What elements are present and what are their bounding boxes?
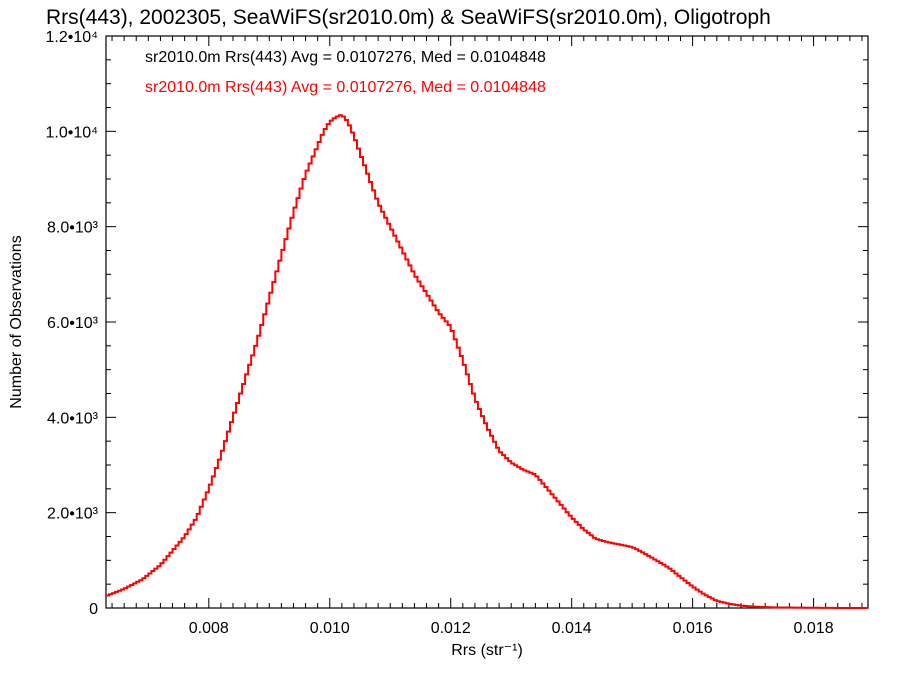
- plot-frame: [105, 35, 869, 609]
- y-tick-label: 4.0•10³: [47, 410, 99, 427]
- x-axis-label: Rrs (str⁻¹): [451, 642, 523, 659]
- legend-entry-black: sr2010.0m Rrs(443) Avg = 0.0107276, Med …: [145, 49, 546, 66]
- y-tick-label: 6.0•10³: [47, 315, 99, 332]
- y-tick-label: 0: [89, 601, 98, 618]
- x-axis: 0.008 0.010 0.012 0.014 0.016 0.018: [111, 36, 863, 637]
- legend-entry-red: sr2010.0m Rrs(443) Avg = 0.0107276, Med …: [145, 79, 546, 96]
- series-layer: [106, 114, 868, 609]
- y-tick-label: 2.0•10³: [47, 506, 99, 523]
- x-tick-label: 0.010: [310, 620, 350, 637]
- x-tick-label: 0.018: [794, 620, 834, 637]
- series-line-0: [106, 114, 868, 609]
- x-tick-label: 0.008: [189, 620, 229, 637]
- y-axis: 0 2.0•10³ 4.0•10³ 6.0•10³ 8.0•10³ 1.0•10⁴ 1.2•…: [45, 29, 868, 618]
- y-axis-label: Number of Observations: [8, 235, 25, 408]
- y-tick-label: 8.0•10³: [47, 220, 99, 237]
- y-tick-label: 1.2•10⁴: [45, 29, 98, 46]
- x-tick-label: 0.014: [552, 620, 592, 637]
- x-tick-label: 0.012: [431, 620, 471, 637]
- chart-title: Rrs(443), 2002305, SeaWiFS(sr2010.0m) & …: [46, 6, 771, 29]
- x-tick-label: 0.016: [673, 620, 713, 637]
- y-tick-label: 1.0•10⁴: [45, 124, 98, 141]
